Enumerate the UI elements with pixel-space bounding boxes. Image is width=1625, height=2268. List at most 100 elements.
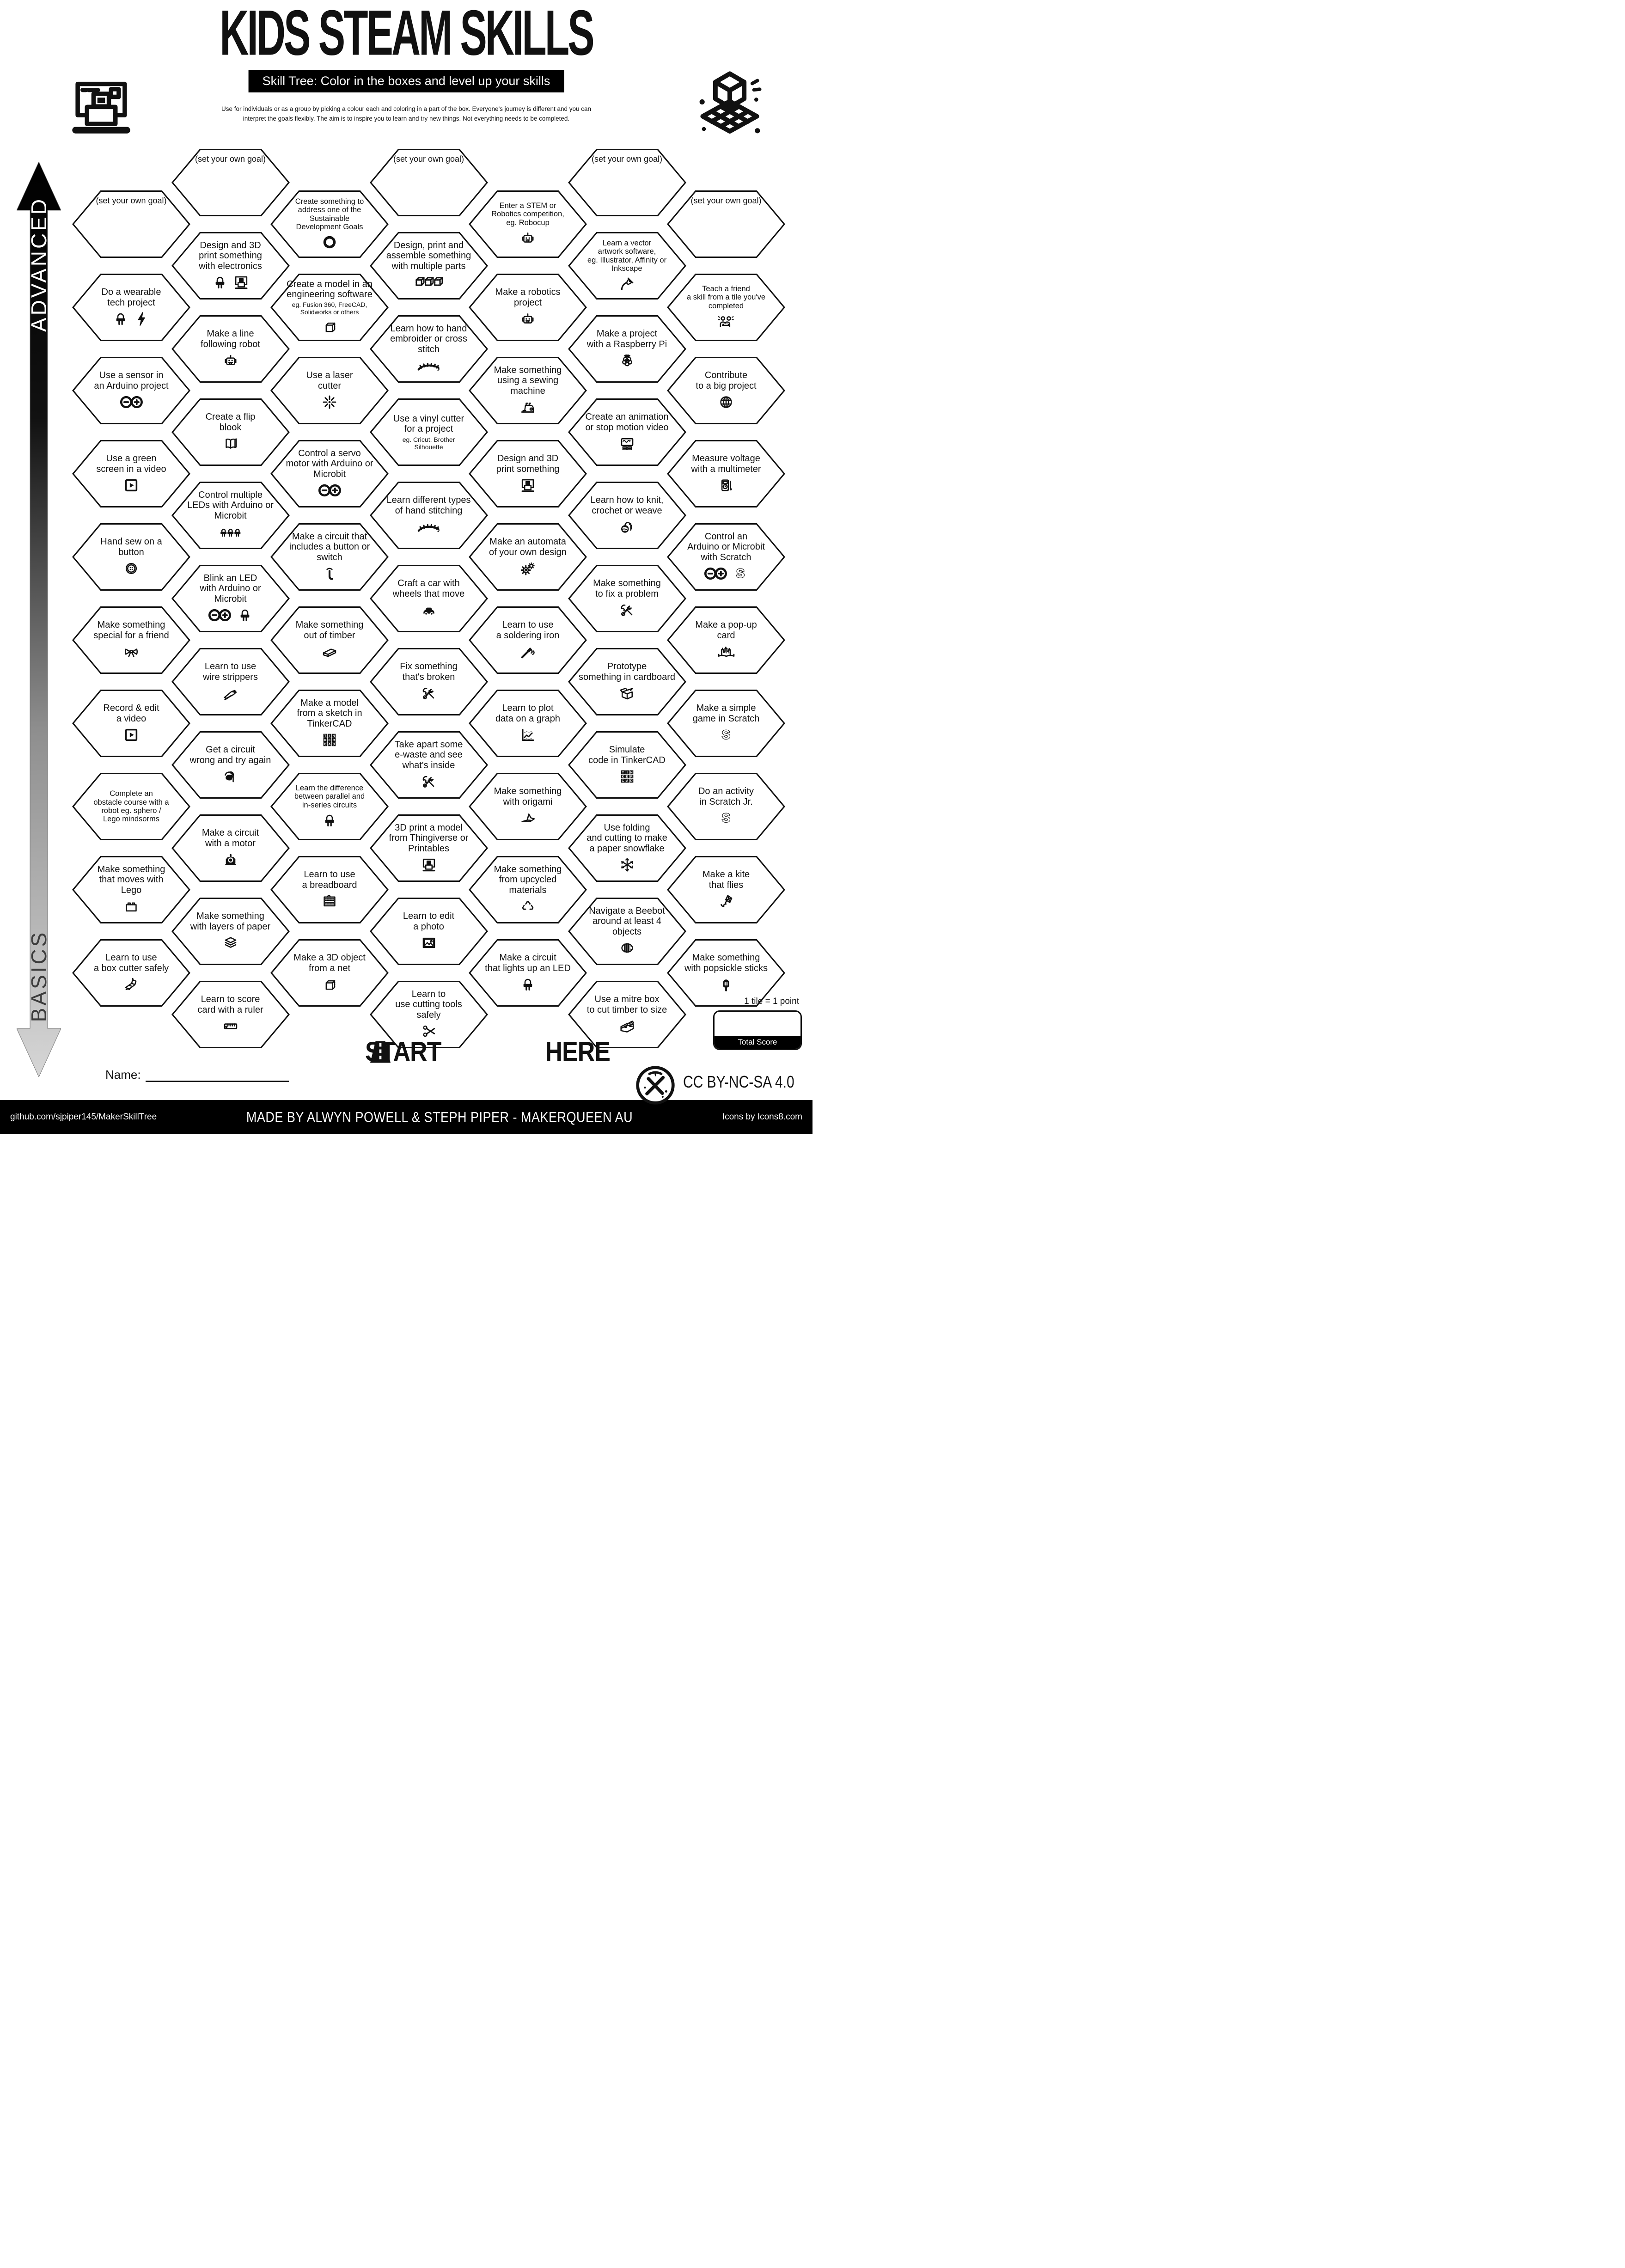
skill-tile[interactable]: Make something using a sewing machine	[468, 356, 587, 425]
skill-tile[interactable]: Make something that moves with Lego	[72, 855, 191, 924]
bow-icon	[124, 648, 138, 657]
skill-tile[interactable]: Use a laser cutter	[270, 356, 389, 425]
skill-tile[interactable]: Learn to plot data on a graph	[468, 689, 587, 758]
skill-tile[interactable]: Control multiple LEDs with Arduino or Micr…	[171, 481, 290, 550]
skill-tile[interactable]: Make a simple game in Scratch S	[666, 689, 786, 758]
description: Use for individuals or as a group by pic…	[221, 105, 592, 122]
skill-tile[interactable]: Blink an LED with Arduino or Microbit	[171, 564, 290, 633]
skill-tile[interactable]: Make an automata of your own design	[468, 522, 587, 592]
skill-tile[interactable]: Make a project with a Raspberry Pi	[568, 314, 687, 384]
skill-tile[interactable]: Use a sensor in an Arduino project	[72, 356, 191, 425]
bolt-icon	[138, 312, 145, 326]
skill-tile[interactable]: Design and 3D print something	[468, 439, 587, 508]
skill-tile[interactable]: Craft a car with wheels that move	[369, 564, 489, 633]
skill-tile[interactable]: Get a circuit wrong and try again	[171, 730, 290, 800]
facepalm-icon	[224, 771, 234, 782]
goal-tile[interactable]: (set your own goal)	[369, 148, 489, 217]
skill-tile[interactable]: Make a circuit that includes a button or s…	[270, 522, 389, 592]
skill-tile[interactable]: Create a flip blook	[171, 397, 290, 467]
svg-text:N: N	[333, 734, 335, 738]
goal-tile[interactable]: (set your own goal)	[72, 190, 191, 259]
skill-tile[interactable]: Teach a friend a skill from a tile you've…	[666, 273, 786, 342]
svg-text:E: E	[626, 775, 628, 778]
skill-tile-label: 3D print a model from Thingiverse or Print…	[389, 822, 469, 854]
name-input-line[interactable]	[145, 1067, 289, 1082]
yarn-icon	[621, 522, 632, 533]
skill-tile[interactable]: Do an activity in Scratch Jr. S	[666, 772, 786, 841]
skill-tile[interactable]: Control a servo motor with Arduino or Micr…	[270, 439, 389, 508]
skill-tile[interactable]: Learn to score card with a ruler	[171, 980, 290, 1049]
skill-tile[interactable]: Learn a vector artwork software, eg. Illus…	[568, 231, 687, 300]
skill-tile[interactable]: Make a robotics project	[468, 273, 587, 342]
skill-tile[interactable]: Design and 3D print something with electro…	[171, 231, 290, 300]
skill-tile[interactable]: Make something out of timber	[270, 605, 389, 675]
skill-tile[interactable]: Fix something that's broken	[369, 647, 489, 716]
skill-tile[interactable]: Record & edit a video	[72, 689, 191, 758]
skill-tile[interactable]: Navigate a Beebot around at least 4 object…	[568, 897, 687, 966]
skill-tile-label: Make a circuit that lights up an LED	[485, 953, 571, 973]
skill-tile[interactable]: Learn how to knit, crochet or weave	[568, 481, 687, 550]
svg-text:C: C	[622, 780, 624, 783]
skill-tile[interactable]: Use a vinyl cutter for a project eg. Cricu…	[369, 397, 489, 467]
cubes3-icon	[415, 277, 443, 286]
skill-tile[interactable]: Make something from upcycled materials	[468, 855, 587, 924]
total-score-box[interactable]: Total Score	[713, 1010, 802, 1050]
skill-tile[interactable]: Use folding and cutting to make a paper sn…	[568, 813, 687, 883]
skill-tile[interactable]: Measure voltage with a multimeter	[666, 439, 786, 508]
svg-text:S: S	[722, 811, 730, 825]
svg-text:D: D	[333, 743, 335, 746]
skill-tile[interactable]: Learn to use cutting tools safely	[369, 980, 489, 1049]
skill-tile[interactable]: Use a mitre box to cut timber to size	[568, 980, 687, 1049]
skill-tile[interactable]: Make a kite that flies	[666, 855, 786, 924]
skill-tile[interactable]: Make a 3D object from a net	[270, 938, 389, 1008]
skill-tile[interactable]: Make something with layers of paper	[171, 897, 290, 966]
skill-tile[interactable]: Make a model from a sketch in TinkerCAD T I N…	[270, 689, 389, 758]
skill-tile-label: Make a pop-up card	[695, 620, 757, 641]
skill-tile[interactable]: Do a wearable tech project	[72, 273, 191, 342]
skill-tile[interactable]: Complete an obstacle course with a robot e…	[72, 772, 191, 841]
skill-tile[interactable]: Learn different types of hand stitching	[369, 481, 489, 550]
skill-tile-label: Use a green screen in a video	[96, 453, 166, 474]
skill-tile[interactable]: Prototype something in cardboard	[568, 647, 687, 716]
goal-tile[interactable]: (set your own goal)	[171, 148, 290, 217]
page-title: KIDS STEAM SKILLS	[220, 0, 594, 69]
goal-tile[interactable]: (set your own goal)	[666, 190, 786, 259]
sewing-icon	[521, 403, 535, 413]
skill-tile[interactable]: Design, print and assemble something with …	[369, 231, 489, 300]
hexagon-outline	[568, 398, 686, 466]
skill-tile[interactable]: Enter a STEM or Robotics competition, eg. …	[468, 190, 587, 259]
skill-tile[interactable]: Hand sew on a button	[72, 522, 191, 592]
skill-tile[interactable]: Contribute to a big project	[666, 356, 786, 425]
skill-tile[interactable]: Create something to address one of the Su…	[270, 190, 389, 259]
skill-tile[interactable]: Make a circuit that lights up an LED	[468, 938, 587, 1008]
skill-tile[interactable]: Learn how to hand embroider or cross stit…	[369, 314, 489, 384]
skill-tile[interactable]: Make something special for a friend	[72, 605, 191, 675]
skill-tile-label: Make something out of timber	[295, 620, 364, 641]
scissors-icon	[422, 1025, 435, 1037]
skill-tile[interactable]: Learn to use a box cutter safely	[72, 938, 191, 1008]
skill-tile[interactable]: Learn the difference between parallel and…	[270, 772, 389, 841]
skill-tile[interactable]: Make a line following robot	[171, 314, 290, 384]
skill-tile[interactable]: Learn to use a breadboard	[270, 855, 389, 924]
skill-tile[interactable]: Simulate code in TinkerCAD T I N K E R C A D	[568, 730, 687, 800]
skill-tile[interactable]: Use a green screen in a video	[72, 439, 191, 508]
skill-tile[interactable]: Control an Arduino or Microbit with Scratc…	[666, 522, 786, 592]
skill-tile[interactable]: 3D print a model from Thingiverse or Print…	[369, 813, 489, 883]
hexagon-outline	[469, 856, 587, 923]
skill-tile[interactable]: Learn to edit a photo	[369, 897, 489, 966]
skill-tile[interactable]: Make something to fix a problem	[568, 564, 687, 633]
skill-tile[interactable]: Make something with popsickle sticks	[666, 938, 786, 1008]
car-icon	[423, 607, 434, 616]
skill-tile[interactable]: Create an animation or stop motion video	[568, 397, 687, 467]
skill-tile[interactable]: Make something with origami	[468, 772, 587, 841]
hexagon-outline	[568, 814, 686, 882]
skill-tile[interactable]: Make a pop-up card	[666, 605, 786, 675]
hexagon-outline	[469, 606, 587, 674]
skill-tile[interactable]: Learn to use wire strippers	[171, 647, 290, 716]
goal-tile[interactable]: (set your own goal)	[568, 148, 687, 217]
skill-tile[interactable]: Create a model in an engineering software…	[270, 273, 389, 342]
skill-tile[interactable]: Learn to use a soldering iron	[468, 605, 587, 675]
skill-tile[interactable]: Take apart some e-waste and see what's ins…	[369, 730, 489, 800]
hexagon-outline	[667, 274, 785, 341]
skill-tile[interactable]: Make a circuit with a motor	[171, 813, 290, 883]
